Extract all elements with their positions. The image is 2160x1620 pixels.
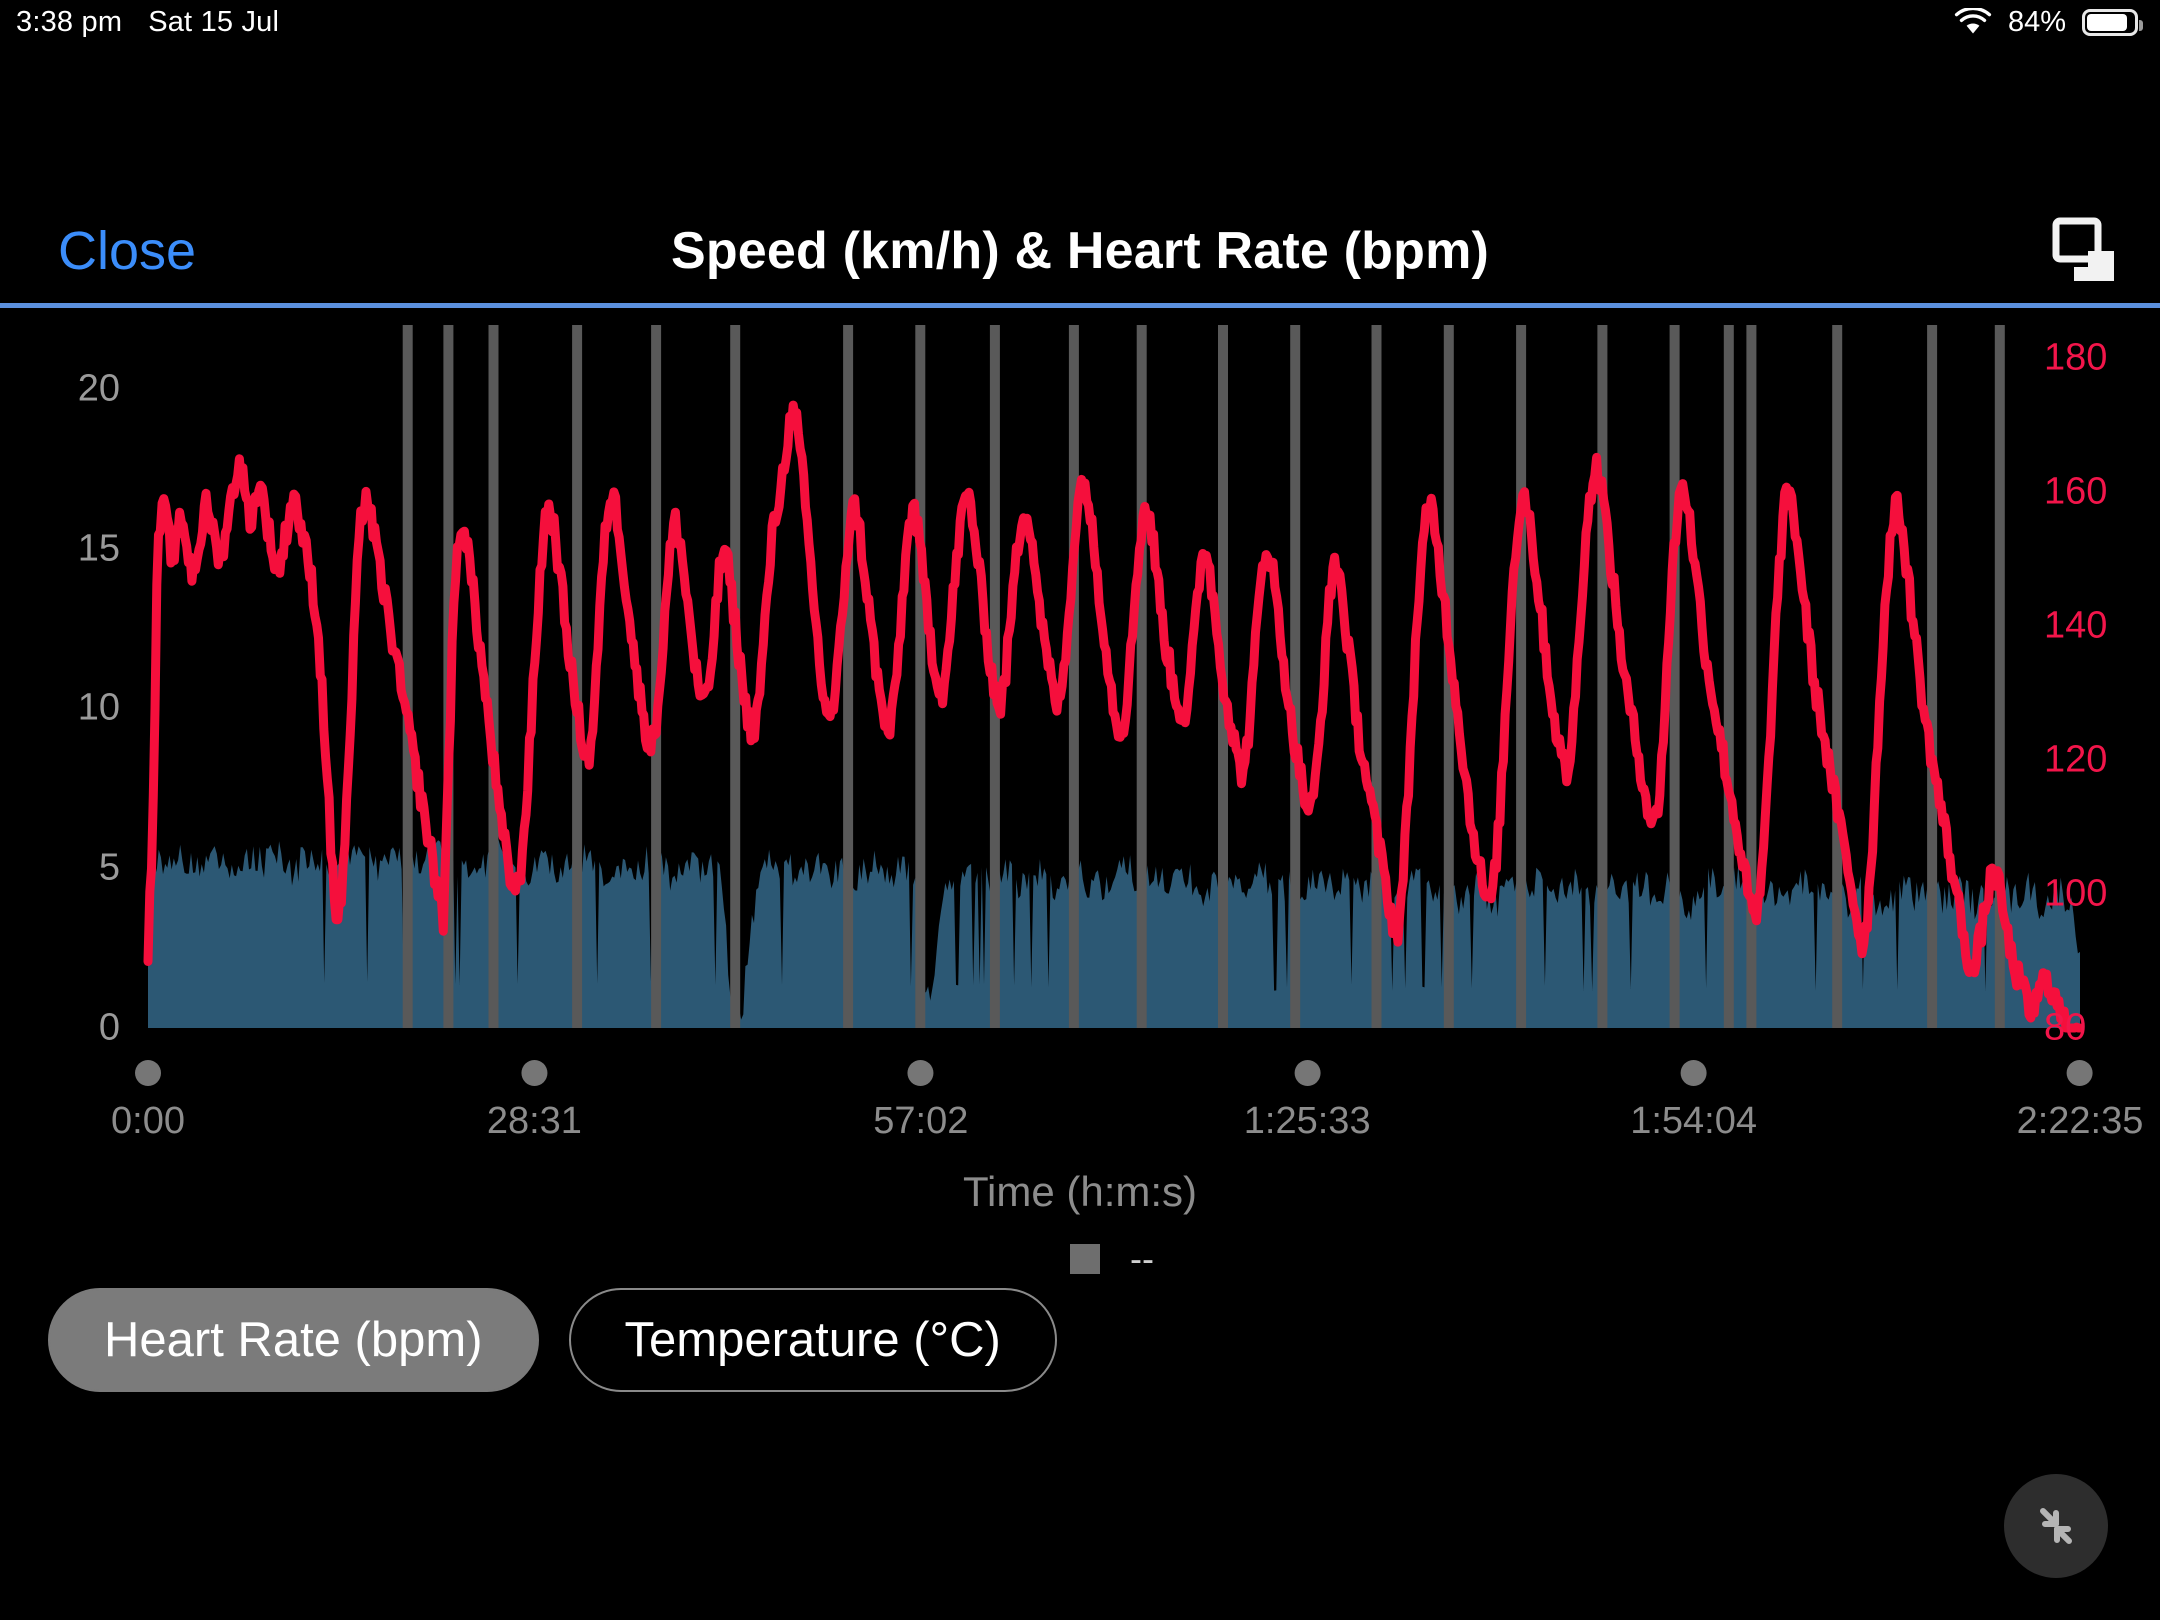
lap-marker-bar <box>1068 325 1079 1028</box>
lap-marker-bar <box>730 325 741 1028</box>
legend-swatch-icon <box>1070 1244 1100 1274</box>
lap-marker-bar <box>1746 325 1757 1028</box>
lap-marker-bar <box>1927 325 1938 1028</box>
x-tick-dot-icon <box>135 1060 161 1086</box>
x-axis-title: Time (h:m:s) <box>962 1168 1198 1215</box>
lap-marker-bar <box>1832 325 1843 1028</box>
x-tick-label: 28:31 <box>486 1100 582 1142</box>
lap-marker-bar <box>1669 325 1680 1028</box>
x-tick-dot-icon <box>2066 1060 2093 1086</box>
x-tick-label: 2:22:35 <box>2016 1100 2144 1142</box>
page-title: Speed (km/h) & Heart Rate (bpm) <box>670 222 1490 280</box>
lap-marker-bar <box>1290 325 1301 1028</box>
status-time: 3:38 pm <box>16 5 123 38</box>
battery-percent: 84% <box>2007 5 2066 38</box>
x-tick[interactable]: 1:54:04 <box>1630 1060 1757 1143</box>
x-tick-label: 1:54:04 <box>1630 1100 1757 1142</box>
collapse-arrows-icon[interactable] <box>2004 1474 2108 1578</box>
close-button[interactable]: Close <box>58 221 197 281</box>
metric-pill-temperature[interactable]: Temperature (°C) <box>568 1288 1057 1392</box>
status-bar-left: 3:38 pm Sat 15 Jul <box>16 0 279 44</box>
x-tick[interactable]: 0:00 <box>111 1060 185 1143</box>
nav-divider <box>0 303 2160 308</box>
x-tick[interactable]: 1:25:33 <box>1244 1060 1371 1143</box>
legend-value: -- <box>1130 1238 1154 1279</box>
lap-marker-bar <box>402 325 413 1028</box>
lap-marker-bar <box>1994 325 2005 1028</box>
lap-marker-bar <box>488 325 499 1028</box>
nav-bar: Close Speed (km/h) & Heart Rate (bpm) <box>0 196 2160 306</box>
speed-area-series <box>148 839 2080 1028</box>
x-tick[interactable]: 2:22:35 <box>2016 1060 2144 1143</box>
x-tick[interactable]: 57:02 <box>873 1060 968 1143</box>
legend-readout: -- <box>1070 1238 1154 1280</box>
status-bar: 3:38 pm Sat 15 Jul 84% <box>0 0 2160 44</box>
battery-icon <box>2082 8 2143 36</box>
x-tick-dot-icon <box>907 1060 934 1086</box>
lap-marker-bar <box>843 325 854 1028</box>
metric-toggle-group: Heart Rate (bpm) Temperature (°C) <box>48 1288 1057 1392</box>
x-tick-dot-icon <box>1680 1060 1707 1086</box>
multiwindow-icon[interactable] <box>2040 211 2130 291</box>
lap-marker-bar <box>651 325 662 1028</box>
x-axis-time: 0:00 28:31 57:02 1:25:33 1:54:04 2:22:35 <box>0 1060 2160 1190</box>
lap-marker-bar <box>1136 325 1147 1028</box>
chart-area: 0 5 10 15 20 80 100 120 140 160 180 <box>0 315 2160 1075</box>
lap-marker-bar <box>1597 325 1608 1028</box>
x-tick-label: 57:02 <box>873 1100 969 1142</box>
wifi-icon <box>1954 6 1992 36</box>
status-bar-right: 84% <box>1954 0 2143 44</box>
speed-heartrate-plot[interactable] <box>0 315 2160 1075</box>
lap-marker-bar <box>1723 325 1734 1028</box>
lap-marker-bar <box>915 325 926 1028</box>
heartrate-line-series <box>143 400 2085 1033</box>
x-tick-label: 0:00 <box>111 1100 185 1142</box>
metric-pill-heart-rate[interactable]: Heart Rate (bpm) <box>48 1288 539 1392</box>
x-tick-dot-icon <box>1294 1060 1321 1086</box>
x-tick-dot-icon <box>521 1060 548 1086</box>
lap-marker-bar <box>1516 325 1527 1028</box>
x-tick[interactable]: 28:31 <box>487 1060 582 1143</box>
lap-marker-bar <box>1371 325 1382 1028</box>
status-date: Sat 15 Jul <box>148 5 280 38</box>
x-tick-label: 1:25:33 <box>1243 1100 1371 1142</box>
